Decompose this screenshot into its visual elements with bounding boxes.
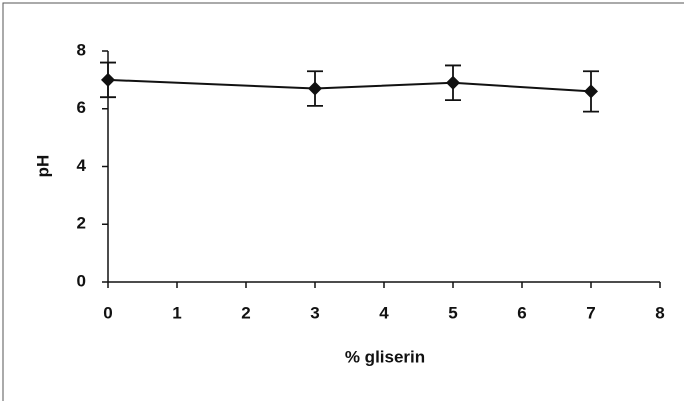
y-tick-label: 4: [77, 156, 87, 175]
x-tick-label: 5: [448, 303, 457, 322]
chart: % gliserin pH 0 2 4 6 8 0 1 2 3 4 5 6 7 8: [0, 0, 684, 401]
x-tick-label: 4: [379, 303, 389, 322]
x-tick-label: 7: [586, 303, 595, 322]
x-tick-label: 8: [655, 303, 664, 322]
x-tick-label: 0: [103, 303, 112, 322]
y-tick-label: 0: [77, 271, 86, 290]
y-tick-label: 2: [77, 214, 86, 233]
x-tick-label: 6: [517, 303, 526, 322]
y-axis-label: pH: [33, 155, 52, 178]
x-tick-label: 2: [241, 303, 250, 322]
y-tick-label: 8: [77, 40, 86, 59]
x-axis-label: % gliserin: [345, 347, 425, 366]
x-tick-label: 3: [310, 303, 319, 322]
y-tick-label: 6: [77, 98, 86, 117]
x-tick-label: 1: [172, 303, 181, 322]
